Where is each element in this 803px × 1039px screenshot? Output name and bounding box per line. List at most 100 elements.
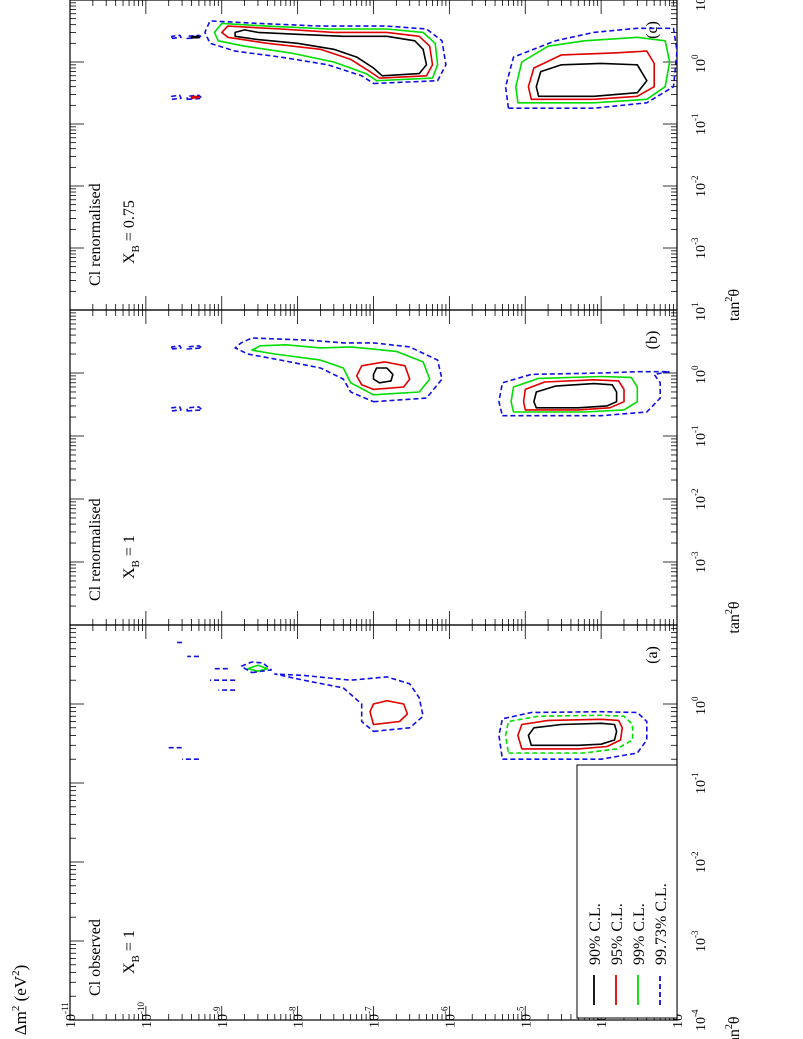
- x-tick-label-text: 10-1: [690, 114, 709, 136]
- x-tick-label-text: 10-2: [690, 176, 709, 198]
- x-tick-label-text: 10-1: [690, 426, 709, 448]
- x-tick-label: 10-3: [690, 930, 709, 952]
- x-tick-label-text: 100: [690, 365, 709, 384]
- xlabel-sup: 2: [724, 1024, 735, 1029]
- y-tick-label-text: 10-6: [439, 1006, 458, 1028]
- x-tick-exponent: -4: [690, 1009, 700, 1017]
- contour-region: [274, 673, 424, 733]
- panel-label: (c): [644, 21, 661, 39]
- ylabel-sup: 2: [10, 1006, 22, 1012]
- contour-region: [240, 661, 273, 674]
- legend-label: 99% C.L.: [631, 903, 648, 965]
- panel-label-text: (c): [644, 21, 661, 39]
- contour-region: [527, 722, 618, 747]
- y-tick-label-text: 10-5: [515, 1006, 534, 1028]
- contour-region: [186, 345, 203, 350]
- y-tick-base: 10: [292, 1014, 307, 1028]
- x-tick-base: 10: [694, 307, 709, 321]
- ylabel-close: ): [11, 965, 30, 971]
- panel-annotation: Cl renormalised XB = 1: [87, 498, 142, 601]
- x-tick-label: 10-3: [690, 237, 709, 259]
- y-tick-label-text: 10-9: [212, 1006, 231, 1028]
- ylabel-unit-sup: 2: [10, 970, 22, 976]
- contour-region: [535, 62, 648, 98]
- ylabel-main: Δm: [11, 1011, 30, 1035]
- x-axis-label: tan2θ: [724, 601, 743, 633]
- annotation-rest: = 1: [121, 930, 138, 955]
- y-tick-exponent: -9: [212, 1006, 222, 1014]
- xlabel-main: tan: [726, 614, 743, 634]
- annotation-line2: XB = 0.75: [121, 200, 142, 264]
- x-axis-label: tan2θ: [724, 1016, 743, 1039]
- y-tick-label-text: 10-11: [60, 1002, 79, 1028]
- x-tick-label-text: 10-2: [690, 489, 709, 511]
- x-tick-exponent: 1: [690, 303, 700, 308]
- panel-annotation: Cl observed XB = 1: [87, 919, 142, 996]
- x-tick-exponent: 0: [690, 696, 700, 701]
- y-tick-label-text: 10-7: [364, 1006, 383, 1028]
- x-tick-label-text: 10-1: [690, 773, 709, 795]
- xlabel-main: tan: [726, 1029, 743, 1039]
- contour-region: [213, 22, 439, 82]
- contour-region: [246, 664, 269, 672]
- contour-region: [369, 699, 409, 726]
- x-tick-base: 10: [694, 701, 709, 715]
- x-tick-label: 10-1: [690, 114, 709, 136]
- annotation-sub: B: [130, 560, 142, 567]
- x-tick-label-text: 101: [690, 0, 709, 11]
- x-axis-label-text: tan2θ: [724, 601, 743, 633]
- contour-region: [234, 29, 428, 77]
- x-tick-base: 10: [694, 183, 709, 197]
- y-tick-base: 10: [140, 1014, 155, 1028]
- annotation-x: X: [121, 962, 138, 974]
- xlabel-main: tan: [726, 302, 743, 322]
- y-tick-label: 10-6: [439, 1006, 458, 1028]
- x-tick-exponent: -3: [690, 237, 700, 245]
- panel-frame: [69, 309, 678, 626]
- x-tick-label-text: 10-3: [690, 930, 709, 952]
- legend-entry: 95% C.L.: [609, 903, 626, 965]
- y-tick-base: 10: [216, 1014, 231, 1028]
- annotation-line1: Cl observed: [87, 919, 104, 996]
- x-tick-exponent: -2: [690, 852, 700, 860]
- y-tick-exponent: -11: [60, 1002, 70, 1014]
- panel-label: (b): [644, 331, 661, 350]
- x-tick-exponent: 0: [690, 54, 700, 59]
- annotation-line1: Cl renormalised: [87, 183, 104, 286]
- xlabel-theta: θ: [726, 601, 743, 609]
- x-tick-label: 10-1: [690, 773, 709, 795]
- x-tick-label-text: 101: [690, 303, 709, 322]
- panel-label-text: (b): [644, 331, 661, 350]
- x-tick-exponent: -2: [690, 489, 700, 497]
- x-tick-exponent: -1: [690, 773, 700, 781]
- contour-region: [372, 367, 394, 384]
- y-tick-label: 10-8: [288, 1006, 307, 1028]
- annotation-line2: XB = 1: [121, 535, 142, 579]
- y-tick-exponent: -6: [439, 1006, 449, 1014]
- xlabel-sup: 2: [724, 609, 735, 614]
- panel-annotation: Cl renormalised XB = 0.75: [87, 183, 142, 286]
- contour-region: [186, 94, 203, 101]
- y-tick-exponent: -10: [136, 1002, 146, 1014]
- contour-region: [504, 27, 677, 109]
- contour-region: [510, 375, 639, 413]
- x-tick-exponent: -2: [690, 176, 700, 184]
- x-tick-base: 10: [694, 59, 709, 73]
- x-tick-exponent: -1: [690, 426, 700, 434]
- y-tick-base: 10: [64, 1014, 79, 1028]
- x-tick-label-text: 10-2: [690, 852, 709, 874]
- y-tick-label-text: 10-10: [136, 1002, 155, 1028]
- contour-region: [504, 714, 634, 754]
- contour-region: [522, 379, 625, 411]
- contour-region: [171, 406, 182, 412]
- y-tick-exponent: -8: [288, 1006, 298, 1014]
- contour-region: [190, 95, 200, 100]
- annotation-sub: B: [130, 245, 142, 252]
- contour-region: [355, 361, 411, 391]
- x-tick-exponent: -1: [690, 114, 700, 122]
- xlabel-theta: θ: [726, 1016, 743, 1024]
- panel-label-text: (a): [644, 646, 661, 664]
